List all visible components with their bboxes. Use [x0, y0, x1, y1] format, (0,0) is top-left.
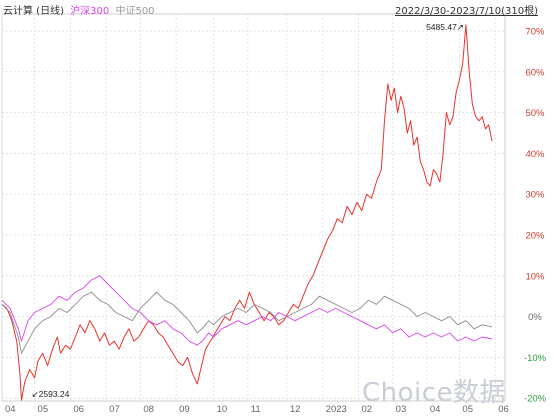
legend-hs300: 沪深300 [70, 6, 110, 17]
x-tick-label: 05 [38, 404, 49, 415]
x-tick-label: 06 [73, 404, 84, 415]
x-tick-label: 12 [290, 404, 301, 415]
x-tick-label: 05 [462, 404, 473, 415]
x-tick-label: 03 [396, 404, 407, 415]
y-tick-label: 0% [528, 312, 542, 323]
y-tick-label: 10% [525, 271, 545, 282]
chart-grid [1, 13, 506, 402]
y-tick-label: 20% [525, 231, 545, 242]
x-tick-label: 11 [251, 404, 261, 415]
x-tick-label: 04 [5, 404, 16, 415]
watermark: Choice数据 [362, 378, 507, 408]
series-line-hs300 [1, 275, 493, 346]
y-tick-label: 70% [525, 27, 545, 38]
x-tick-label: 10 [217, 404, 228, 415]
x-tick-label: 06 [498, 404, 509, 415]
plot-frame [1, 13, 506, 402]
x-tick-label: 04 [430, 404, 441, 415]
y-tick-label: -10% [524, 353, 547, 364]
legend-stock: 云计算 (日线) [3, 6, 64, 17]
x-tick-label: 07 [109, 404, 120, 415]
chart-series [1, 24, 493, 401]
y-tick-label: -20% [524, 394, 547, 405]
y-tick-label: 30% [525, 190, 545, 201]
y-tick-label: 60% [525, 67, 545, 78]
x-tick-label: 09 [179, 404, 190, 415]
legend-zz500: 中证500 [115, 6, 155, 17]
series-line-stock [1, 24, 493, 401]
annotation-label: ↙2593.24 [32, 389, 70, 399]
x-tick-label: 2023 [326, 404, 347, 415]
x-tick-label: 08 [143, 404, 154, 415]
date-range: 2022/3/30-2023/7/10(310根) [395, 6, 539, 17]
legend: 云计算 (日线) 沪深300 中证500 [3, 2, 158, 17]
annotation-label: 5485.47↗ [426, 22, 464, 32]
x-tick-label: 02 [361, 404, 372, 415]
y-axis: 70% 60% 50% 40% 30% 20% 10% 0% -10% -20% [524, 27, 547, 405]
y-tick-label: 50% [525, 108, 545, 119]
y-tick-label: 40% [525, 149, 545, 160]
x-axis: 04 05 06 07 08 09 10 11 12 2023 02 03 04 05 06 [5, 404, 509, 415]
chart-annotations: ↙2593.24 5485.47↗ [32, 22, 464, 399]
series-line-zz500 [1, 291, 493, 354]
